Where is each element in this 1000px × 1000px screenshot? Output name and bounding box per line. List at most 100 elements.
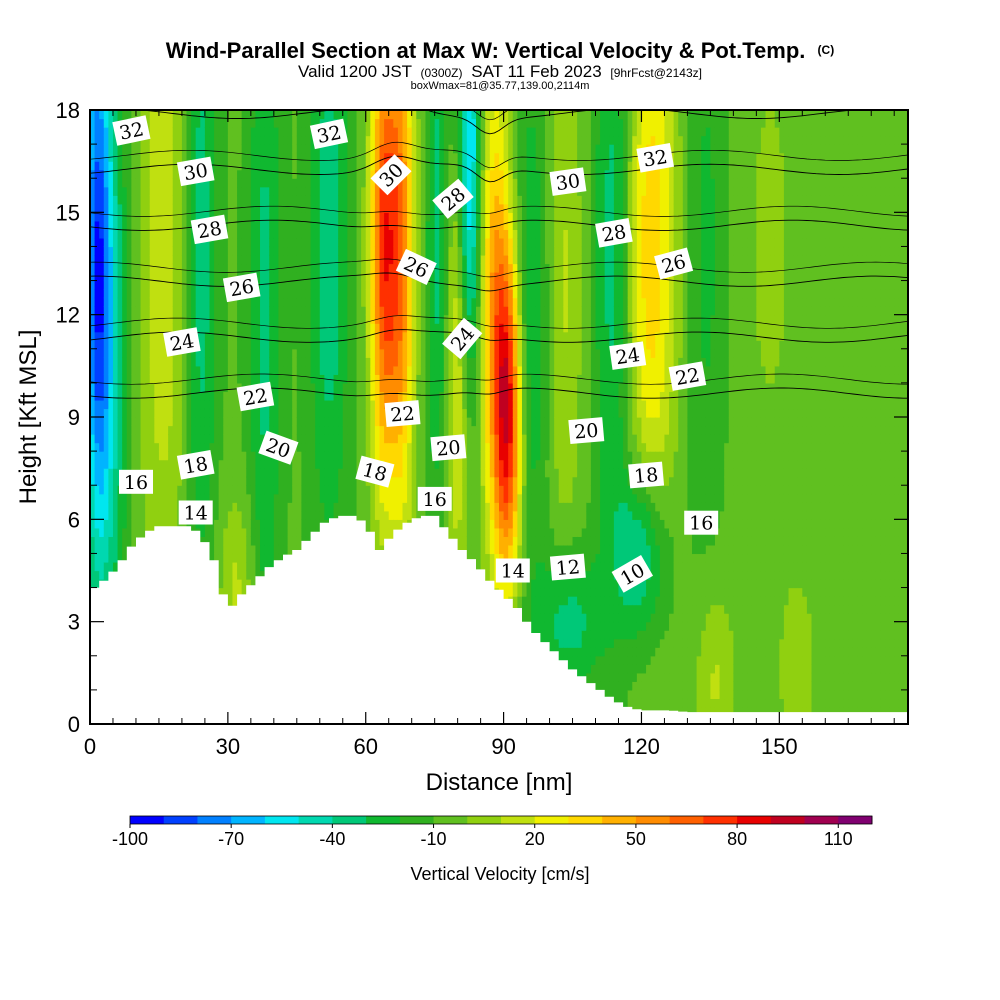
velocity-cell <box>301 118 307 128</box>
velocity-cell <box>315 485 321 495</box>
velocity-cell <box>250 135 257 145</box>
velocity-cell <box>237 502 243 512</box>
velocity-cell <box>301 348 307 358</box>
velocity-cell <box>264 212 270 222</box>
velocity-cell <box>103 144 109 154</box>
velocity-cell <box>168 442 174 452</box>
velocity-cell <box>200 203 206 213</box>
velocity-cell <box>223 186 229 196</box>
velocity-cell <box>186 110 192 120</box>
velocity-cell <box>338 229 344 239</box>
velocity-cell <box>209 118 215 128</box>
velocity-cell <box>191 203 197 213</box>
velocity-cell <box>191 289 197 299</box>
velocity-cell <box>108 408 114 418</box>
velocity-cell <box>301 152 307 162</box>
velocity-cell <box>287 254 293 265</box>
velocity-cell <box>168 195 174 205</box>
velocity-cell <box>112 314 119 324</box>
velocity-cell <box>99 314 105 324</box>
velocity-cell <box>255 127 261 137</box>
velocity-cell <box>172 280 178 290</box>
velocity-cell <box>94 485 100 495</box>
velocity-cell <box>126 408 132 418</box>
velocity-cell <box>126 493 132 503</box>
velocity-cell <box>94 220 100 230</box>
velocity-cell <box>168 476 174 486</box>
velocity-cell <box>140 374 146 384</box>
velocity-cell <box>126 144 132 154</box>
velocity-cell <box>365 382 371 393</box>
velocity-cell <box>342 195 348 205</box>
velocity-cell <box>402 451 408 461</box>
velocity-cell <box>393 391 399 401</box>
velocity-cell <box>117 459 123 469</box>
velocity-cell <box>384 314 390 324</box>
velocity-cell <box>324 220 330 230</box>
velocity-cell <box>388 357 394 367</box>
velocity-cell <box>108 297 114 307</box>
velocity-cell <box>237 203 243 213</box>
velocity-cell <box>158 118 165 128</box>
velocity-cell <box>154 203 160 213</box>
velocity-cell <box>301 451 307 461</box>
velocity-cell <box>310 118 316 128</box>
velocity-cell <box>218 127 224 137</box>
velocity-cell <box>255 263 261 273</box>
velocity-cell <box>181 357 188 367</box>
velocity-cell <box>246 519 252 529</box>
velocity-cell <box>135 459 142 469</box>
velocity-cell <box>347 365 353 375</box>
velocity-cell <box>365 502 371 512</box>
velocity-cell <box>397 365 404 375</box>
velocity-cell <box>287 434 293 444</box>
velocity-cell <box>351 442 358 452</box>
velocity-cell <box>209 203 215 213</box>
velocity-cell <box>232 237 238 248</box>
velocity-cell <box>241 519 247 529</box>
velocity-cell <box>112 425 119 435</box>
velocity-cell <box>402 476 408 486</box>
velocity-cell <box>108 306 114 316</box>
velocity-cell <box>181 408 188 418</box>
velocity-cell <box>260 220 266 230</box>
velocity-cell <box>172 118 178 128</box>
velocity-cell <box>260 289 266 299</box>
velocity-cell <box>388 254 394 265</box>
velocity-cell <box>305 434 312 444</box>
velocity-cell <box>177 263 183 273</box>
velocity-cell <box>287 118 293 128</box>
velocity-cell <box>108 144 114 154</box>
velocity-cell <box>260 237 266 248</box>
velocity-cell <box>292 212 298 222</box>
velocity-cell <box>370 263 376 273</box>
velocity-cell <box>301 493 307 503</box>
velocity-cell <box>90 493 96 503</box>
velocity-cell <box>135 434 142 444</box>
velocity-cell <box>342 365 348 375</box>
velocity-cell <box>384 340 390 350</box>
velocity-cell <box>223 246 229 256</box>
velocity-cell <box>351 331 358 341</box>
velocity-cell <box>273 323 280 333</box>
velocity-cell <box>301 306 307 316</box>
velocity-cell <box>333 178 339 188</box>
velocity-cell <box>292 144 298 154</box>
velocity-cell <box>237 348 243 358</box>
velocity-cell <box>379 442 385 452</box>
velocity-cell <box>370 502 376 512</box>
velocity-cell <box>126 323 132 333</box>
velocity-cell <box>361 127 367 137</box>
velocity-cell <box>135 417 142 427</box>
velocity-cell <box>172 408 178 418</box>
velocity-cell <box>260 493 266 503</box>
velocity-cell <box>94 451 100 461</box>
velocity-cell <box>223 476 229 486</box>
velocity-cell <box>214 263 220 273</box>
velocity-cell <box>384 374 390 384</box>
velocity-cell <box>99 152 105 162</box>
velocity-cell <box>338 246 344 256</box>
velocity-cell <box>310 468 316 478</box>
velocity-cell <box>99 519 105 529</box>
velocity-cell <box>379 297 385 307</box>
